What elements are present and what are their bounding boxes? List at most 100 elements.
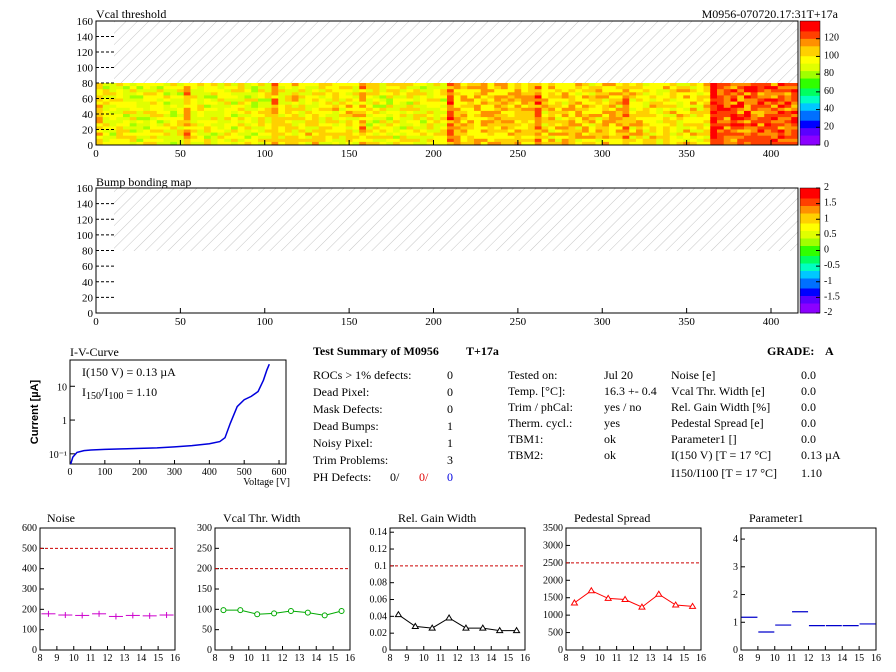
vcal-cell — [204, 135, 212, 140]
parameter1-title: Parameter1 — [749, 511, 804, 525]
vcal-cell — [150, 101, 158, 106]
vcal-cell — [609, 138, 617, 143]
data-point — [411, 622, 420, 629]
vcal-cell — [690, 101, 698, 106]
vcal-cell — [467, 138, 475, 143]
vcal-cell — [271, 135, 279, 140]
vcal-cell — [744, 89, 752, 93]
vcal-cell — [744, 132, 752, 137]
vcal-cell — [582, 135, 590, 140]
color-scale-band — [800, 105, 820, 109]
vcal-cell — [312, 89, 320, 93]
vcal-cell — [183, 126, 191, 130]
vcal-cell — [190, 129, 198, 133]
vcal-cell — [642, 104, 650, 109]
vcal-cell — [170, 83, 178, 87]
vcal-cell — [231, 104, 239, 109]
vcal-cell — [696, 83, 704, 87]
vcal-cell — [771, 138, 779, 143]
vcal-cell — [332, 83, 340, 87]
vcal-cell — [447, 141, 455, 146]
vcal-cell — [696, 135, 704, 140]
vcal-cell — [777, 120, 785, 124]
vcal-cell — [177, 104, 185, 109]
vcal-cell — [440, 83, 448, 87]
vcal-cell — [764, 101, 772, 106]
vcal-cell — [642, 101, 650, 106]
vcal-cell — [629, 110, 637, 115]
color-scale-band — [800, 268, 820, 271]
vcal-cell — [588, 107, 596, 112]
vcal-cell — [609, 98, 617, 102]
vcal-cell — [649, 138, 657, 143]
color-scale-band — [800, 35, 820, 39]
defect-value: 3 — [447, 453, 453, 467]
vcal-cell — [231, 126, 239, 130]
vcal-cell — [352, 120, 360, 124]
vcal-cell — [541, 92, 549, 96]
vcal-cell — [649, 129, 657, 133]
x-tick-label: 10 — [419, 653, 429, 664]
color-scale-band — [800, 40, 820, 44]
vcal-cell — [447, 89, 455, 93]
vcal-cell — [109, 129, 117, 133]
vcal-cell — [116, 92, 124, 96]
vcal-cell — [636, 86, 644, 90]
vcal-cell — [771, 132, 779, 137]
vcal-cell — [325, 95, 333, 99]
color-scale-band — [800, 87, 820, 91]
data-point — [445, 614, 453, 621]
vcal-cell — [507, 123, 515, 127]
vcal-cell — [629, 114, 637, 118]
vcal-cell — [642, 86, 650, 90]
vcal-cell — [528, 92, 536, 96]
iv-xlabel: Voltage [V] — [243, 477, 290, 488]
vcal-cell — [744, 83, 752, 87]
vcal-cell — [278, 92, 286, 96]
vcal-cell — [163, 101, 171, 106]
vcal-cell — [359, 107, 367, 112]
color-scale-band — [800, 195, 820, 199]
vcal-cell — [420, 101, 428, 106]
vcal-cell — [460, 120, 468, 124]
vcal-cell — [595, 141, 603, 146]
vcal-cell — [480, 95, 488, 99]
y-tick-label: 60 — [82, 261, 94, 273]
vcal-cell — [575, 104, 583, 109]
vcal-cell — [150, 107, 158, 112]
vcal-cell — [183, 98, 191, 102]
vcal-cell — [345, 92, 353, 96]
vcal-cell — [285, 95, 293, 99]
vcal-cell — [264, 89, 272, 93]
z-tick-label: 0 — [824, 245, 829, 256]
vcal-cell — [588, 132, 596, 137]
vcal-cell — [251, 89, 259, 93]
vcal-cell — [784, 110, 792, 115]
vcal-cell — [696, 86, 704, 90]
vcal-cell — [636, 101, 644, 106]
data-point — [478, 624, 487, 631]
color-scale-band — [800, 225, 820, 229]
vcal-cell — [474, 89, 482, 93]
vcal-cell — [102, 132, 110, 137]
vcal-cell — [109, 101, 117, 106]
vcal-cell — [636, 123, 644, 127]
y-tick-label: 200 — [22, 604, 37, 615]
vcal-cell — [622, 129, 630, 133]
vcal-cell — [636, 120, 644, 124]
vcal-cell — [602, 92, 610, 96]
param-value: 0.0 — [801, 368, 816, 382]
vcal-cell — [96, 110, 104, 115]
vcal-cell — [494, 129, 502, 133]
vcal-cell — [183, 123, 191, 127]
vcal-cell — [717, 123, 725, 127]
vcal-cell — [366, 120, 374, 124]
vcal-cell — [339, 110, 347, 115]
vcal-cell — [474, 104, 482, 109]
vcal-cell — [109, 104, 117, 109]
vcal-cell — [258, 114, 266, 118]
vcal-cell — [663, 117, 671, 121]
vcal-cell — [555, 141, 563, 146]
vcal-cell — [676, 117, 684, 121]
vcal-cell — [197, 110, 205, 115]
